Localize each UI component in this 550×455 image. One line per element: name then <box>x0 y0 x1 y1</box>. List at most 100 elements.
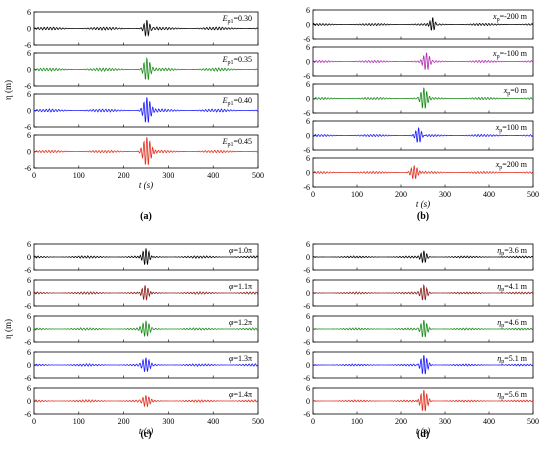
series-label-sub: p <box>507 91 510 97</box>
strip-1: -6 0 6 ηp=4.1 m <box>303 276 534 311</box>
x-tick-label: 100 <box>73 171 85 180</box>
series-label-sub: p1 <box>227 60 233 66</box>
series-line <box>312 17 534 31</box>
series-label-rest: =1.1π <box>233 282 252 291</box>
series-label: φ=1.0π <box>229 246 252 255</box>
series-label-rest: =-100 m <box>500 49 528 58</box>
x-tick-label: 200 <box>118 417 130 426</box>
series-line <box>33 285 259 301</box>
panel-a: -606Ep1=0.30-606Ep1=0.35-606Ep1=0.40-606… <box>3 8 264 222</box>
series-line <box>33 320 259 337</box>
y-tick-label: 6 <box>27 348 31 357</box>
series-label: ηp=3.6 m <box>497 246 527 257</box>
y-tick-label: 6 <box>306 312 310 321</box>
x-axis-label: t (s) <box>139 180 153 190</box>
y-tick-label: 0 <box>306 169 310 178</box>
strip-2: -6 0 6 φ=1.2π <box>24 312 259 347</box>
series-label-rest: =0.45 <box>233 137 252 146</box>
series-line <box>312 52 534 71</box>
series-label-rest: =4.1 m <box>504 282 528 291</box>
x-axis-label: t (s) <box>139 426 153 436</box>
x-tick-label: 200 <box>395 417 407 426</box>
series-label-main: η <box>497 246 501 255</box>
series-label-main: η <box>497 390 501 399</box>
series-label-sub: p <box>501 323 504 329</box>
strip-2: -6 0 6 ηp=4.6 m <box>303 312 534 347</box>
x-tick-label: 400 <box>483 417 495 426</box>
series-line <box>33 248 259 265</box>
series-line <box>33 137 259 166</box>
y-tick-label: -6 <box>303 302 310 311</box>
y-tick-label: 6 <box>27 8 31 17</box>
y-tick-label: 0 <box>306 253 310 262</box>
y-axis-label: η (m) <box>3 80 13 100</box>
y-tick-label: -6 <box>303 72 310 81</box>
y-tick-label: -6 <box>303 183 310 192</box>
y-tick-label: -6 <box>303 338 310 347</box>
y-tick-label: -6 <box>24 338 31 347</box>
y-tick-label: -6 <box>24 410 31 419</box>
y-tick-label: 6 <box>27 90 31 99</box>
y-tick-label: 0 <box>27 325 31 334</box>
series-label-main: E <box>222 137 228 146</box>
series-label-rest: =5.1 m <box>504 354 528 363</box>
series-label: xp=-100 m <box>492 49 528 60</box>
panel-caption: (c) <box>140 429 151 440</box>
x-tick-label: 400 <box>207 417 219 426</box>
y-axis-label: η (m) <box>3 319 13 339</box>
series-line <box>312 87 534 109</box>
y-tick-label: -6 <box>24 374 31 383</box>
series-label-main: φ <box>229 282 234 291</box>
series-label: φ=1.1π <box>229 282 252 291</box>
series-label: ηp=4.6 m <box>497 318 527 329</box>
series-label: ηp=5.6 m <box>497 390 527 401</box>
series-line <box>312 283 534 301</box>
series-line <box>312 127 534 143</box>
strip-3: -6 0 6 φ=1.3π <box>24 348 259 383</box>
series-label-rest: =0 m <box>510 86 528 95</box>
strip-0: -6 0 6 xp=-200 m <box>303 6 534 44</box>
series-label-main: φ <box>229 318 234 327</box>
strip-3: -6 0 6 ηp=5.1 m <box>303 348 534 383</box>
y-tick-label: 6 <box>306 276 310 285</box>
series-label: xp=100 m <box>495 123 528 134</box>
y-tick-label: 0 <box>27 253 31 262</box>
y-tick-label: 6 <box>27 131 31 140</box>
series-label-sub: p <box>501 395 504 401</box>
y-tick-label: 0 <box>306 397 310 406</box>
y-tick-label: 0 <box>27 361 31 370</box>
x-axis-label: t (s) <box>416 426 430 436</box>
series-label-sub: p1 <box>227 142 233 148</box>
strip-4: -6 0 6 φ=1.4π <box>24 384 259 419</box>
series-label-main: x <box>492 49 497 58</box>
x-tick-label: 0 <box>311 190 315 199</box>
series-label-main: E <box>222 55 228 64</box>
strip-0: -6 0 6 Ep1=0.30 <box>24 8 259 50</box>
series-line <box>312 355 534 375</box>
y-tick-label: 0 <box>27 148 31 157</box>
series-label: xp=200 m <box>495 160 528 171</box>
y-tick-label: 6 <box>306 348 310 357</box>
y-tick-label: 6 <box>27 312 31 321</box>
panel-caption: (b) <box>417 211 429 222</box>
y-tick-label: 6 <box>306 384 310 393</box>
series-label-rest: =-200 m <box>500 12 528 21</box>
series-label-sub: p <box>497 17 500 23</box>
strip-1: -6 0 6 φ=1.1π <box>24 276 259 311</box>
strip-4: -6 0 6 ηp=5.6 m <box>303 384 534 419</box>
y-tick-label: 6 <box>27 276 31 285</box>
y-tick-label: -6 <box>303 35 310 44</box>
series-label-main: x <box>495 160 500 169</box>
series-label-sub: p1 <box>227 19 233 25</box>
y-tick-label: 6 <box>27 384 31 393</box>
series-label-sub: p <box>497 54 500 60</box>
strip-3: -6 0 6 Ep1=0.45 <box>24 131 259 173</box>
series-label-sub: p <box>501 251 504 257</box>
y-tick-label: -6 <box>24 302 31 311</box>
strip-4: -6 0 6 xp=200 m <box>303 154 534 192</box>
y-tick-label: -6 <box>303 146 310 155</box>
series-label-main: η <box>497 282 501 291</box>
